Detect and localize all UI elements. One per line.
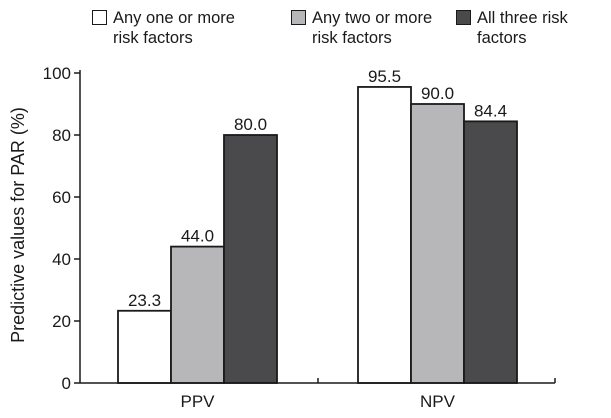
y-tick-label-20: 20 <box>52 312 71 331</box>
bar-ppv-all-three-risk-factors <box>223 134 278 384</box>
axes-layer: PPV NPV 0 20 40 60 80 100 <box>43 64 556 411</box>
bars-layer <box>117 86 518 384</box>
y-tick-label-40: 40 <box>52 250 71 269</box>
value-label-ppv-all-three-risk-factors: 80.0 <box>234 115 267 134</box>
bar-npv-any-one-or-more-risk-factors <box>357 86 412 384</box>
value-label-npv-any-two-or-more-risk-factors: 90.0 <box>421 84 454 103</box>
y-tick-label-100: 100 <box>43 64 71 83</box>
legend-item-any-one: Any one or more risk factors <box>92 8 258 48</box>
legend-item-any-two: Any two or more risk factors <box>291 8 457 48</box>
chart-legend: Any one or more risk factors Any two or … <box>0 8 611 58</box>
value-labels-layer: 23.3 44.0 80.0 95.5 90.0 84.4 <box>128 67 507 310</box>
x-tick-label-npv: NPV <box>420 392 456 411</box>
legend-swatch-any-two <box>291 10 306 25</box>
legend-item-all-three: All three risk factors <box>456 8 602 48</box>
y-tick-label-0: 0 <box>62 374 71 393</box>
y-axis-label: Predictive values for PAR (%) <box>8 107 28 343</box>
bar-npv-all-three-risk-factors <box>463 120 518 384</box>
legend-label-all-three: All three risk factors <box>477 9 568 47</box>
bar-ppv-any-two-or-more-risk-factors <box>170 245 225 384</box>
value-label-npv-any-one-or-more-risk-factors: 95.5 <box>368 67 401 86</box>
value-label-npv-all-three-risk-factors: 84.4 <box>474 101 507 120</box>
legend-label-any-two: Any two or more risk factors <box>312 9 433 47</box>
y-tick-label-80: 80 <box>52 126 71 145</box>
legend-swatch-any-one <box>92 10 107 25</box>
y-tick-label-60: 60 <box>52 188 71 207</box>
x-tick-label-ppv: PPV <box>180 392 215 411</box>
value-label-ppv-any-two-or-more-risk-factors: 44.0 <box>181 227 214 246</box>
legend-label-any-one: Any one or more risk factors <box>113 9 235 47</box>
legend-swatch-all-three <box>456 10 471 25</box>
value-label-ppv-any-one-or-more-risk-factors: 23.3 <box>128 291 161 310</box>
bar-npv-any-two-or-more-risk-factors <box>410 103 465 384</box>
bar-ppv-any-one-or-more-risk-factors <box>117 309 172 384</box>
